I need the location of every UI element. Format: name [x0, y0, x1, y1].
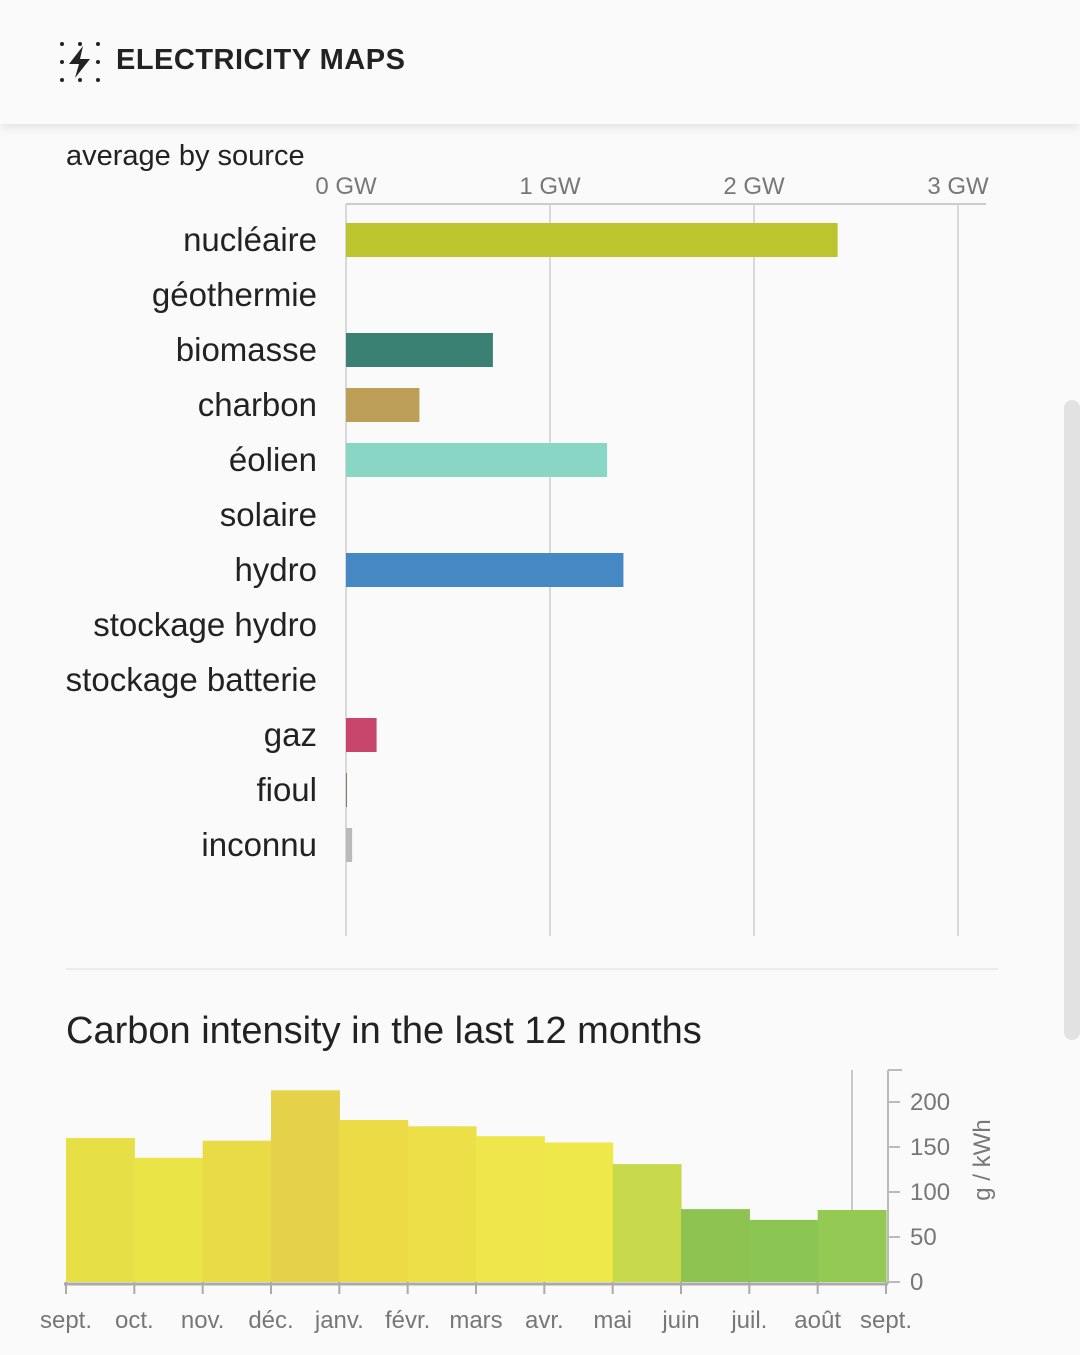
- bar-3: [346, 388, 420, 422]
- bar-10: [346, 773, 348, 807]
- category-label-7: stockage hydro: [93, 606, 317, 643]
- y-tick-label-2: 100: [910, 1179, 950, 1206]
- section-label: average by source: [66, 140, 305, 172]
- x-tick-label-12: sept.: [860, 1307, 912, 1334]
- bar-6: [346, 553, 624, 587]
- section-divider: [66, 968, 998, 970]
- bar-11: [346, 828, 353, 862]
- y-tick-label-3: 150: [910, 1134, 950, 1161]
- x-tick-label-11: août: [794, 1307, 841, 1334]
- bar-2: [346, 333, 493, 367]
- app-title[interactable]: ELECTRICITY MAPS: [116, 44, 406, 76]
- intensity-bar-5: [407, 1126, 477, 1282]
- x-tick-label-3: déc.: [248, 1307, 293, 1334]
- lightning-bolt-icon[interactable]: [58, 40, 102, 84]
- intensity-bar-9: [681, 1209, 750, 1282]
- intensity-bar-10: [749, 1219, 819, 1282]
- x-tick-label-7: avr.: [525, 1307, 564, 1334]
- intensity-bar-11: [817, 1210, 887, 1282]
- category-label-1: géothermie: [152, 276, 317, 313]
- app-header: ELECTRICITY MAPS: [0, 0, 1080, 124]
- x-tick-label-10: juil.: [730, 1307, 767, 1334]
- category-label-4: éolien: [229, 441, 317, 478]
- category-label-5: solaire: [220, 496, 317, 533]
- x-tick-label-0: sept.: [40, 1307, 92, 1334]
- y-tick-label-0: 0: [910, 1269, 923, 1296]
- production-by-source-chart: 0 GW 1 GW 2 GW 3 GW nucléaire géothermie bioma…: [66, 173, 989, 936]
- x-tick-label-8: mai: [593, 1307, 632, 1334]
- bar-9: [346, 718, 377, 752]
- intensity-bar-3: [271, 1090, 340, 1282]
- bar-4: [346, 443, 608, 477]
- intensity-bar-1: [134, 1157, 204, 1282]
- carbon-intensity-title: Carbon intensity in the last 12 months: [66, 1010, 702, 1052]
- intensity-bar-7: [544, 1142, 614, 1282]
- category-label-11: inconnu: [201, 826, 317, 863]
- x-tick-label-2: nov.: [181, 1307, 225, 1334]
- intensity-bar-6: [476, 1136, 545, 1282]
- y-tick-label-4: 200: [910, 1089, 950, 1116]
- scrollbar[interactable]: [1064, 400, 1080, 1040]
- intensity-bar-8: [612, 1164, 682, 1282]
- y-tick-label-1: 50: [910, 1224, 937, 1251]
- intensity-bar-2: [202, 1140, 272, 1282]
- y-axis-label: g / kWh: [969, 1119, 996, 1200]
- category-label-2: biomasse: [176, 331, 317, 368]
- category-label-9: gaz: [264, 716, 317, 753]
- x-tick-label-4: janv.: [314, 1307, 364, 1334]
- carbon-intensity-chart: sept. oct. nov. déc. janv. févr. mars avr. mai ju…: [40, 1069, 996, 1334]
- x-tick-label-2: 2 GW: [723, 173, 785, 200]
- category-label-6: hydro: [234, 551, 317, 588]
- x-tick-label-3: 3 GW: [927, 173, 989, 200]
- intensity-bar-0: [66, 1138, 135, 1282]
- category-label-8: stockage batterie: [66, 661, 317, 698]
- x-tick-label-5: févr.: [385, 1307, 430, 1334]
- x-tick-label-6: mars: [449, 1307, 502, 1334]
- intensity-bar-4: [339, 1120, 409, 1282]
- category-label-3: charbon: [198, 386, 317, 423]
- x-tick-label-1: 1 GW: [519, 173, 581, 200]
- bar-0: [346, 223, 838, 257]
- x-tick-label-1: oct.: [115, 1307, 154, 1334]
- category-label-0: nucléaire: [183, 221, 317, 258]
- x-tick-label-9: juin: [661, 1307, 699, 1334]
- category-label-10: fioul: [256, 771, 317, 808]
- x-tick-label-0: 0 GW: [315, 173, 377, 200]
